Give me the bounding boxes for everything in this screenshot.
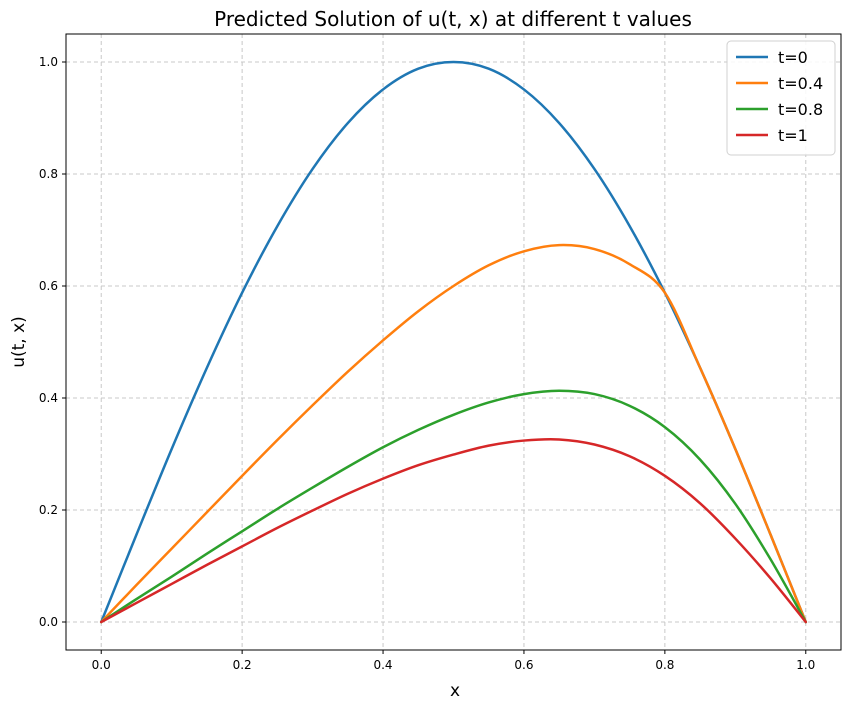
x-axis-label: x	[450, 681, 460, 701]
series-line-2	[99, 243, 808, 624]
x-tick-label: 0.8	[655, 658, 674, 672]
axis-ticks: 0.0 0.2 0.4 0.6 0.8 1.0 0.0 0.2 0.4 0.6 0.8 1.0	[39, 55, 815, 672]
plot-area-frame	[65, 33, 842, 651]
legend-label: t=0.8	[778, 100, 823, 119]
legend: t=0 t=0.4 t=0.8 t=1	[726, 40, 836, 156]
legend-label: t=0	[778, 48, 808, 67]
y-tick-label: 0.8	[39, 167, 58, 181]
chart-title: Predicted Solution of u(t, x) at differe…	[214, 7, 692, 31]
y-tick-label: 0.2	[39, 503, 58, 517]
series-line-3	[99, 389, 808, 624]
y-tick-label: 0.6	[39, 279, 58, 293]
y-tick-label: 0.4	[39, 391, 58, 405]
x-tick-label: 0.6	[514, 658, 533, 672]
legend-label: t=0.4	[778, 74, 823, 93]
y-tick-label: 1.0	[39, 55, 58, 69]
series-group	[99, 60, 808, 624]
x-tick-label: 0.4	[373, 658, 392, 672]
x-tick-label: 1.0	[796, 658, 815, 672]
y-axis-label: u(t, x)	[9, 316, 29, 368]
x-tick-label: 0.2	[233, 658, 252, 672]
y-tick-label: 0.0	[39, 615, 58, 629]
x-tick-label: 0.0	[92, 658, 111, 672]
legend-frame	[726, 40, 836, 156]
series-line-4	[99, 437, 808, 624]
legend-label: t=1	[778, 126, 808, 145]
